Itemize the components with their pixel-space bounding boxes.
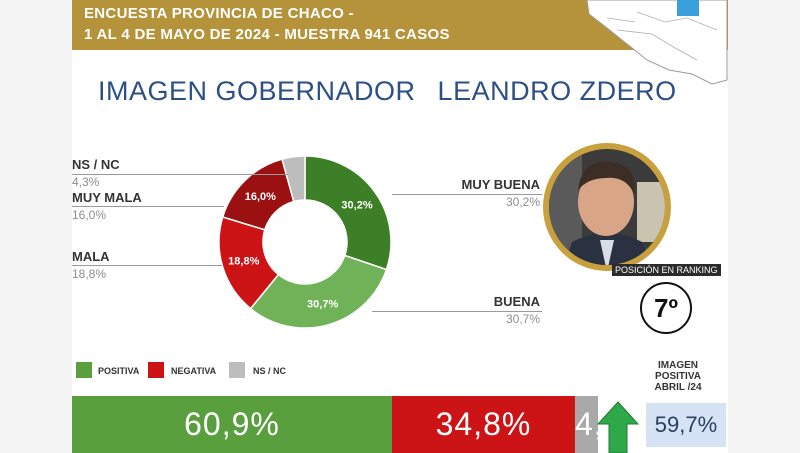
previous-image-value: 59,7% xyxy=(646,403,726,447)
legend-ns-nc: NS / NC xyxy=(253,366,287,376)
chaco-map-icon xyxy=(586,0,728,85)
leader-line-buena xyxy=(372,311,542,312)
bar-positiva: 60,9% xyxy=(72,396,392,453)
legend-swatch-positiva xyxy=(76,362,92,378)
arrow-up-icon xyxy=(596,401,640,453)
right-background xyxy=(728,0,800,453)
survey-panel: ENCUESTA PROVINCIA DE CHACO - 1 AL 4 DE … xyxy=(72,0,728,453)
donut-chart: 30,2% 30,7% 18,8% 16,0% xyxy=(218,155,392,329)
title-prefix: IMAGEN GOBERNADOR xyxy=(98,76,416,106)
value-muy-buena: 30,2% xyxy=(505,195,540,209)
bar-negativa: 34,8% xyxy=(392,396,575,453)
left-background xyxy=(0,0,72,453)
previous-title-line-1: IMAGEN xyxy=(658,360,698,371)
header-line-1: ENCUESTA PROVINCIA DE CHACO - xyxy=(84,5,354,22)
previous-image-title: IMAGEN POSITIVA ABRIL /24 xyxy=(638,360,718,393)
slice-muy-buena xyxy=(304,155,392,271)
legend-positiva: POSITIVA xyxy=(98,366,140,376)
ranking-badge: 7º xyxy=(640,282,692,334)
value-buena: 30,7% xyxy=(505,312,540,326)
label-buena: BUENA xyxy=(493,294,540,309)
label-muy-mala: MUY MALA xyxy=(72,190,142,205)
leader-line-ns-nc xyxy=(72,174,288,175)
leader-line-mala xyxy=(72,265,222,266)
governor-photo xyxy=(543,143,671,271)
leader-line-muy-buena xyxy=(392,194,542,195)
value-ns-nc: 4,3% xyxy=(72,175,100,189)
slice-buena xyxy=(249,254,388,329)
header-line-2: 1 AL 4 DE MAYO DE 2024 - MUESTRA 941 CAS… xyxy=(84,26,450,43)
slice-muy-mala-label: 16,0% xyxy=(245,191,276,203)
legend-negativa: NEGATIVA xyxy=(171,366,217,376)
slice-buena-label: 30,7% xyxy=(307,299,338,311)
bar-label-ns-nc: 4,3 xyxy=(575,406,598,442)
legend-swatch-negativa xyxy=(148,362,164,378)
bar-ns-nc: 4,3 xyxy=(575,396,598,453)
previous-title-line-3: ABRIL /24 xyxy=(654,382,702,393)
slice-muy-buena-label: 30,2% xyxy=(341,200,372,212)
label-muy-buena: MUY BUENA xyxy=(461,177,541,192)
ranking-label: POSICIÓN EN RANKING xyxy=(612,264,721,276)
legend-swatch-ns-nc xyxy=(229,362,245,378)
value-mala: 18,8% xyxy=(72,267,107,281)
bar-label-negativa: 34,8% xyxy=(435,406,532,442)
slice-ns-nc xyxy=(281,155,306,203)
leader-line-muy-mala xyxy=(72,206,224,207)
page-title: IMAGEN GOBERNADOR LEANDRO ZDERO xyxy=(98,76,677,107)
label-ns-nc: NS / NC xyxy=(72,157,120,172)
label-mala: MALA xyxy=(72,249,110,264)
value-muy-mala: 16,0% xyxy=(72,208,107,222)
slice-mala-label: 18,8% xyxy=(228,256,259,268)
title-name: LEANDRO ZDERO xyxy=(437,76,677,106)
bar-label-positiva: 60,9% xyxy=(184,406,280,442)
header-bar: ENCUESTA PROVINCIA DE CHACO - 1 AL 4 DE … xyxy=(72,0,728,85)
previous-title-line-2: POSITIVA xyxy=(655,371,701,382)
